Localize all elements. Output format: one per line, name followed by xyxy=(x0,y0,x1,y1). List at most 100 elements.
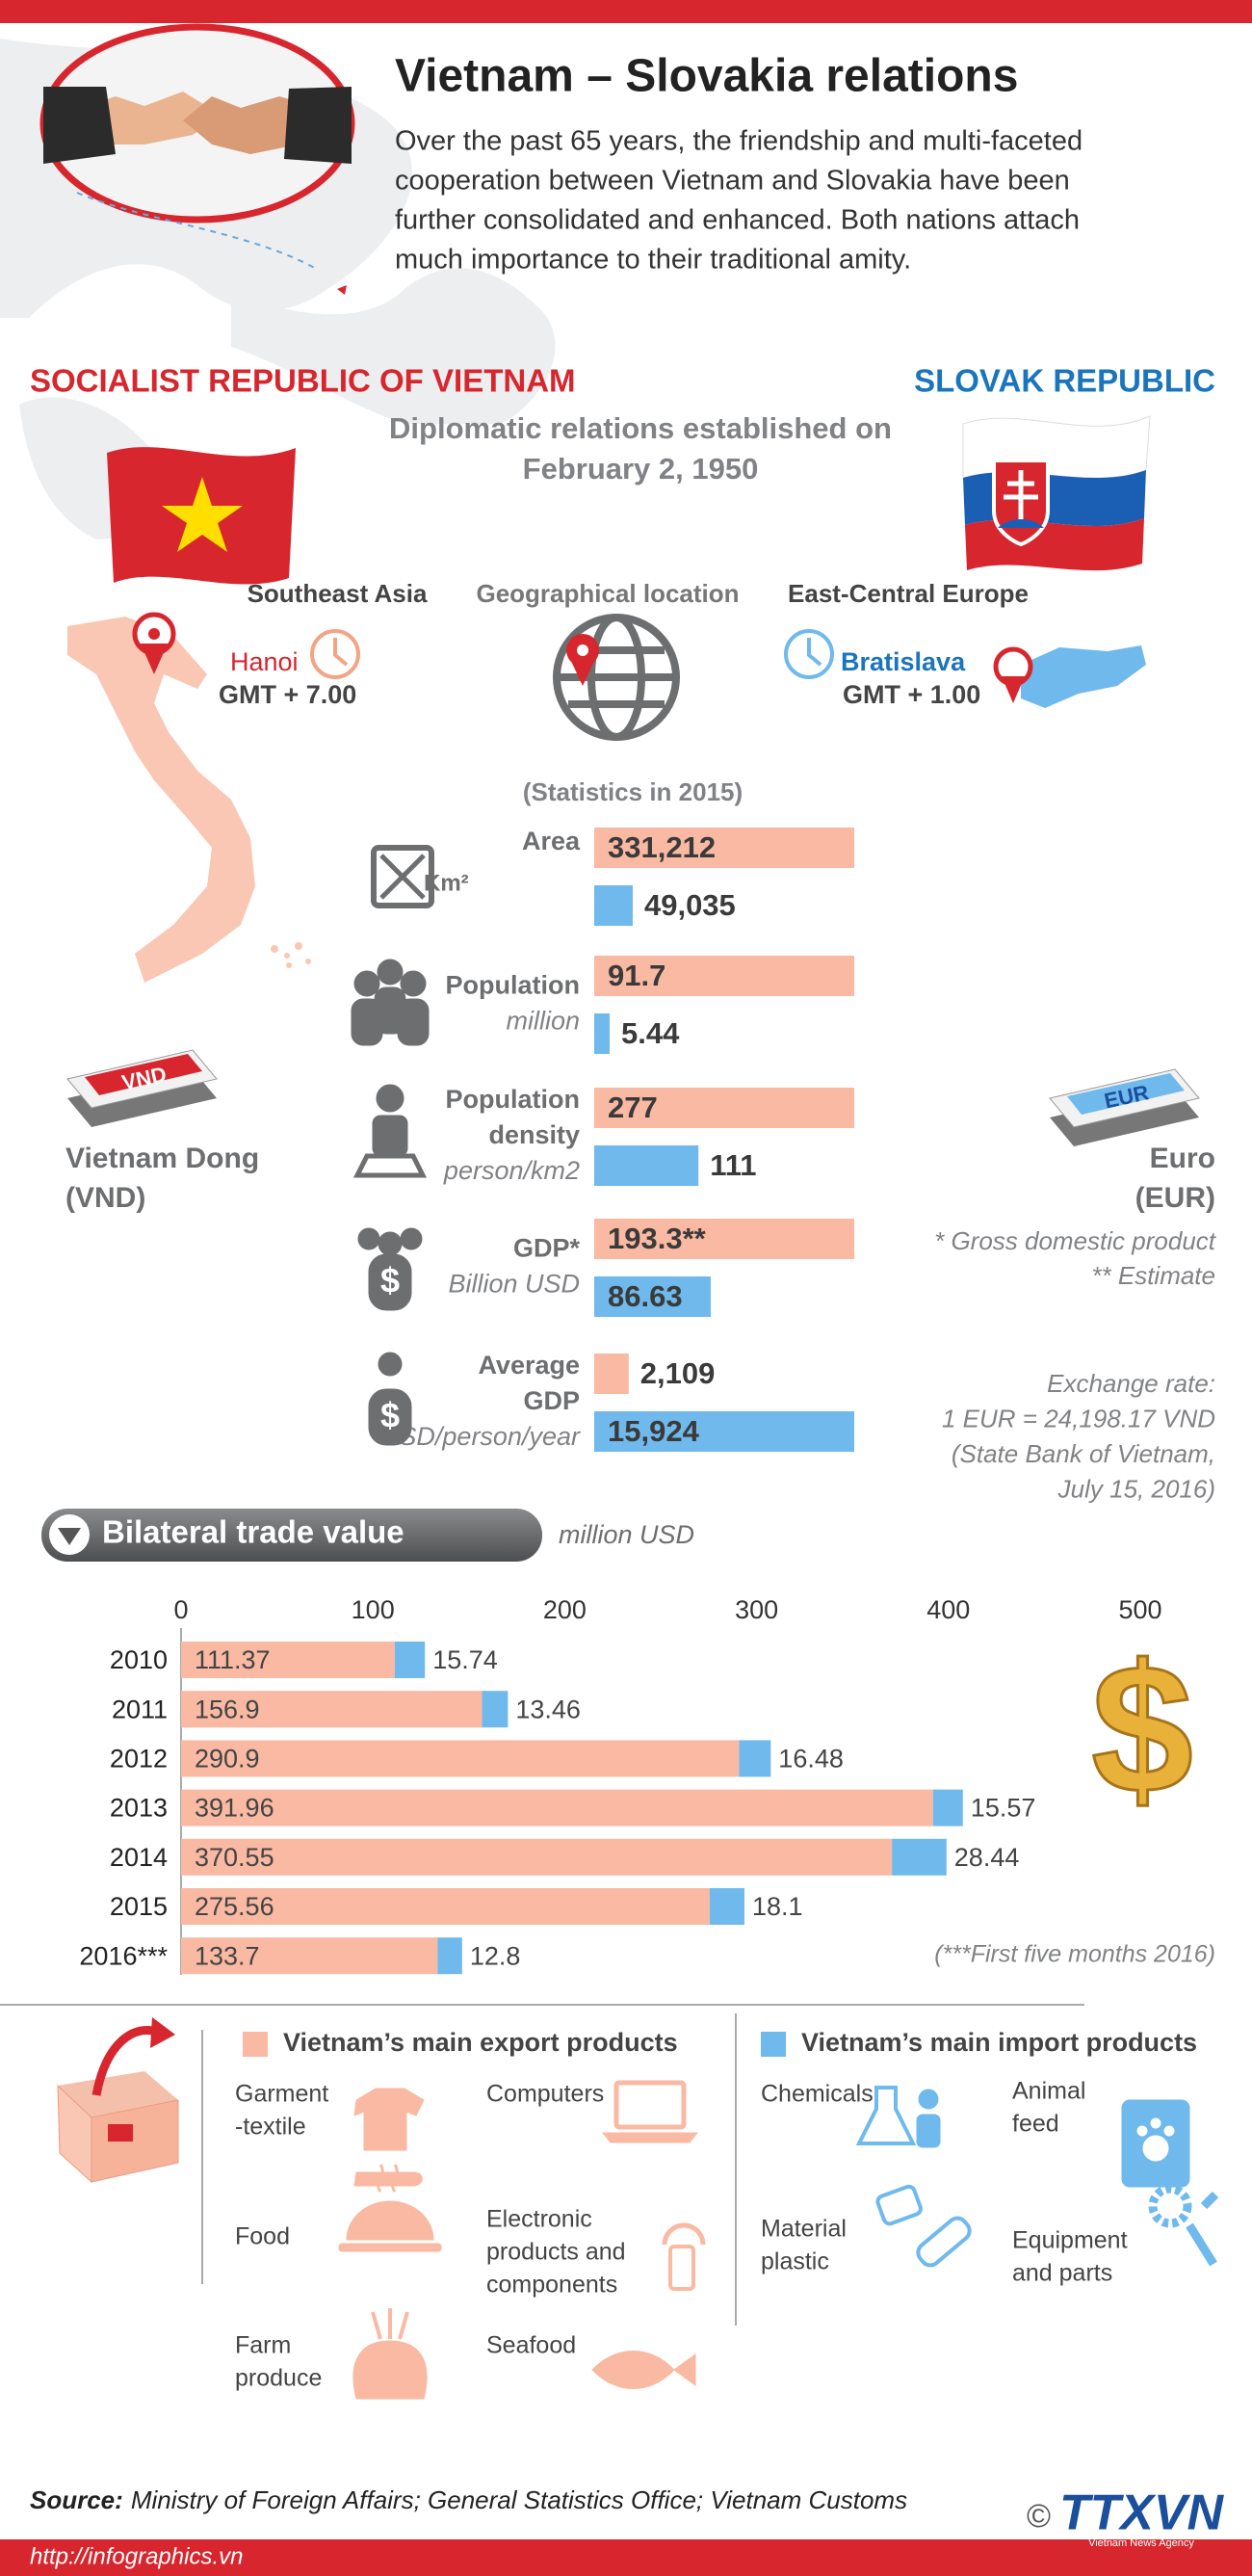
top-bar xyxy=(0,0,1252,23)
stat-value: 277 xyxy=(608,1091,658,1124)
icon-part xyxy=(346,2200,434,2241)
copyright: © xyxy=(1027,2498,1051,2535)
dollar-icon: $ xyxy=(1091,1627,1193,1831)
stat-bar xyxy=(594,1411,854,1452)
stat-unit: USD/person/year xyxy=(380,1422,581,1451)
icon-part xyxy=(376,1084,404,1113)
product-icon xyxy=(855,2086,941,2148)
icon-part xyxy=(1148,2184,1192,2228)
stat-icon: $ xyxy=(357,1227,423,1311)
product-icon xyxy=(662,2222,706,2291)
icon-part xyxy=(357,1227,380,1250)
icon-part xyxy=(353,2171,423,2187)
timezone: GMT + 1.00 xyxy=(843,680,980,709)
note: July 15, 2016) xyxy=(1057,1474,1215,1503)
source-label: Source: xyxy=(30,2485,123,2514)
icon-part: $ xyxy=(380,1396,400,1435)
category-label: 2015 xyxy=(110,1892,168,1921)
bar-value: 13.46 xyxy=(515,1695,581,1723)
bar-value: 12.8 xyxy=(470,1941,521,1970)
category-label: 2011 xyxy=(112,1695,168,1723)
stat-label: Average xyxy=(478,1351,580,1380)
note: ** Estimate xyxy=(1091,1261,1215,1290)
intro-line: further consolidated and enhanced. Both … xyxy=(395,205,1080,236)
trade-bar xyxy=(181,1838,893,1876)
icon-part xyxy=(875,2184,923,2226)
product-icon xyxy=(601,2080,699,2143)
stat-label: Population xyxy=(446,1085,580,1114)
trade-bar xyxy=(181,1740,740,1777)
stat-bar xyxy=(594,828,854,868)
legend-swatch xyxy=(243,2032,268,2057)
pill-arrow xyxy=(58,1528,81,1545)
icon-part xyxy=(918,2089,939,2110)
legend-label: Vietnam’s main import products xyxy=(801,2028,1197,2057)
icon-part xyxy=(916,2216,972,2268)
source: Source: Ministry of Foreign Affairs; Gene… xyxy=(30,2485,907,2514)
stats-title: (Statistics in 2015) xyxy=(523,777,743,806)
icon-part xyxy=(353,2088,425,2151)
stat-label: Population xyxy=(446,971,580,1000)
icon-part xyxy=(668,2245,695,2291)
icon-part xyxy=(400,970,427,997)
category-label: 2012 xyxy=(110,1745,168,1774)
product-label: produce xyxy=(235,2365,322,2392)
note: (State Bank of Vietnam, xyxy=(952,1439,1215,1468)
trade-bar xyxy=(181,1888,710,1925)
icon-part xyxy=(1186,2191,1219,2267)
stat-unit: person/km2 xyxy=(443,1156,580,1185)
icon-part xyxy=(371,845,434,908)
icon-part xyxy=(352,2340,428,2400)
timezone: GMT + 7.00 xyxy=(219,680,356,709)
stat-icon xyxy=(352,1084,428,1178)
stat-unit: Billion USD xyxy=(448,1270,580,1299)
product-label: Material xyxy=(761,2216,847,2243)
clock-icon xyxy=(310,629,360,679)
icon-part xyxy=(379,854,426,900)
stat-icon xyxy=(371,845,434,908)
country-name: SLOVAK REPUBLIC xyxy=(914,363,1215,399)
icon-part xyxy=(662,2222,706,2246)
eur-bills xyxy=(1049,1068,1200,1146)
export-box-icon xyxy=(57,2017,179,2184)
trade-bar xyxy=(181,1691,483,1728)
product-icon xyxy=(1148,2184,1219,2267)
hanoi-pin xyxy=(132,612,176,674)
stat-label: GDP xyxy=(523,1386,580,1415)
trade-bar xyxy=(394,1642,426,1678)
bar-value: 156.9 xyxy=(195,1695,260,1723)
bar-value: 28.44 xyxy=(954,1843,1020,1872)
chart-note: (***First five months 2016) xyxy=(934,1941,1215,1968)
icon-part xyxy=(591,2351,696,2389)
x-tick-label: 0 xyxy=(173,1595,188,1624)
relations-text: February 2, 1950 xyxy=(523,452,759,486)
capital: Hanoi xyxy=(230,647,299,676)
vnd-bills xyxy=(66,1049,218,1127)
product-label: Garment xyxy=(235,2081,328,2108)
trade-bar xyxy=(437,1937,462,1975)
product-label: Chemicals xyxy=(761,2081,874,2108)
islands xyxy=(271,942,311,968)
product-label: Animal xyxy=(1012,2078,1085,2105)
vietnam-flag xyxy=(107,447,296,585)
icon-part xyxy=(378,1231,403,1256)
trade-bar xyxy=(739,1740,771,1777)
trade-bar xyxy=(892,1838,947,1876)
currency-name: Vietnam Dong xyxy=(65,1143,259,1174)
stat-value: 193.3** xyxy=(608,1222,707,1255)
icon-part xyxy=(1142,2135,1169,2162)
url: http://infographics.vn xyxy=(30,2543,243,2569)
note: 1 EUR = 24,198.17 VND xyxy=(942,1404,1215,1433)
currency-code: (EUR) xyxy=(1135,1182,1215,1214)
product-icon xyxy=(352,2308,428,2400)
legend-swatch xyxy=(761,2032,786,2057)
legend-label: Vietnam’s main export products xyxy=(283,2028,678,2057)
capital: Bratislava xyxy=(841,647,966,676)
region: East-Central Europe xyxy=(788,579,1029,608)
stat-bar xyxy=(594,1145,699,1186)
icon-part xyxy=(377,959,404,986)
trade-bar xyxy=(482,1691,509,1728)
icon-part xyxy=(368,1253,412,1311)
product-icon xyxy=(353,2088,425,2187)
stat-bar xyxy=(594,1013,611,1054)
